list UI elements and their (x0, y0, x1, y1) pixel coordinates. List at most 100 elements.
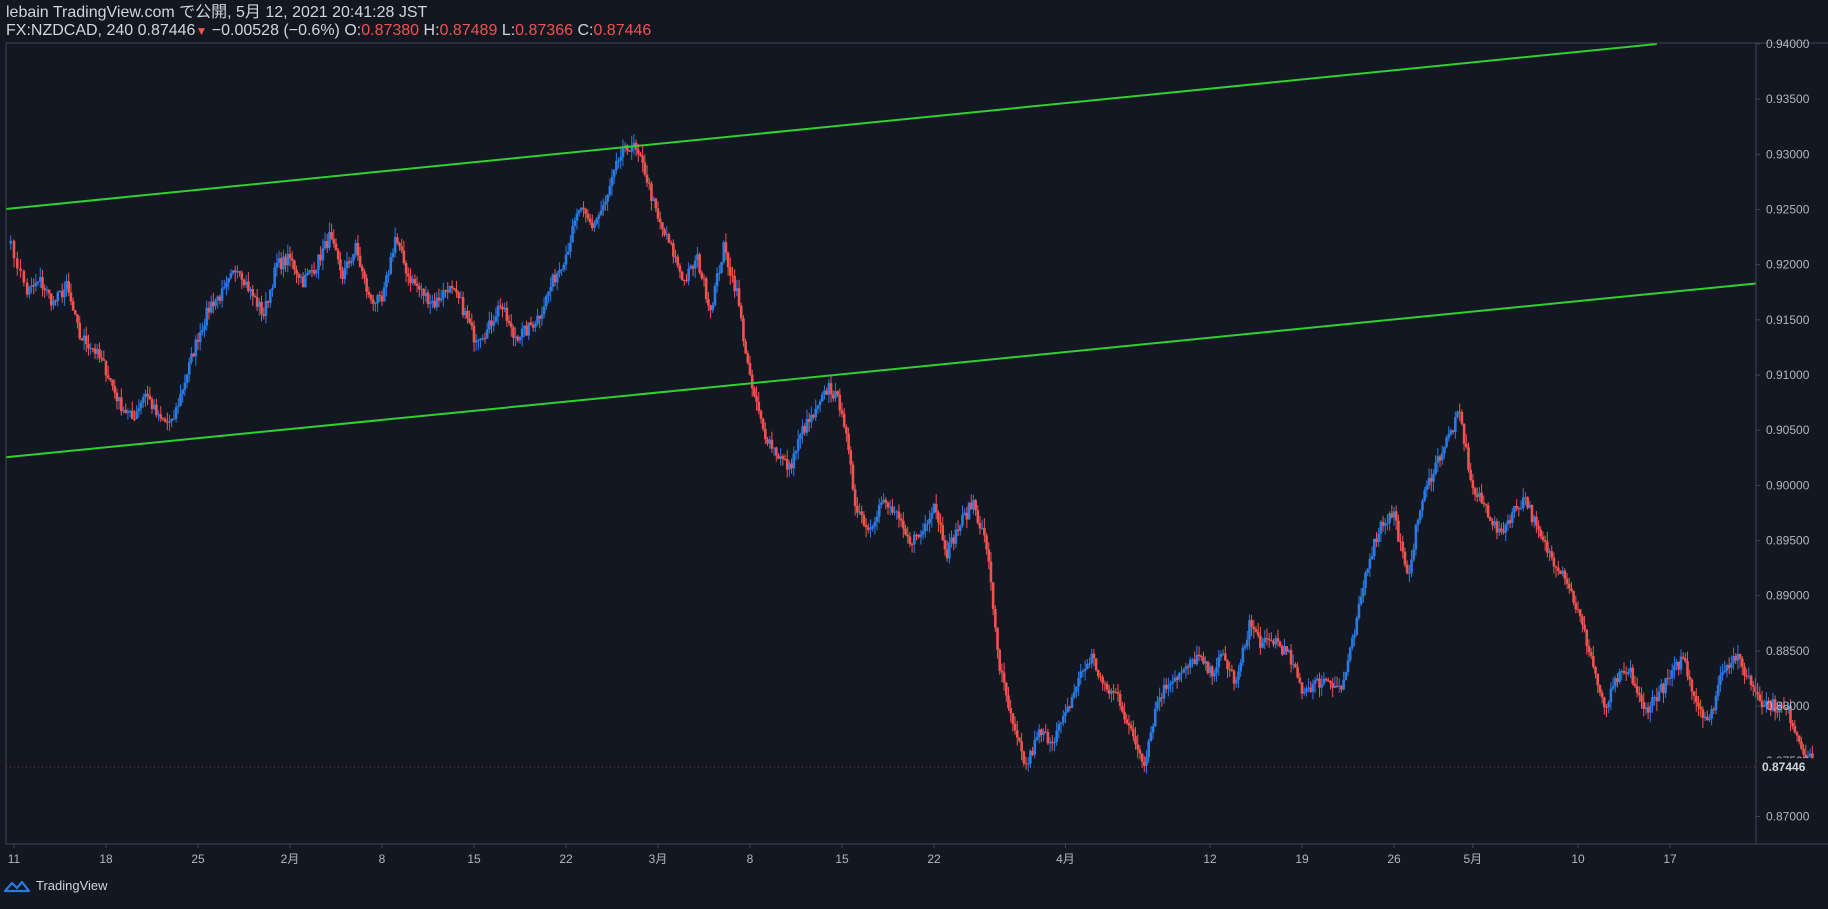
candle-body (492, 321, 496, 326)
candle-body (610, 176, 614, 187)
candle-body (1734, 656, 1738, 661)
candle-body (1581, 616, 1584, 625)
candle-body (1243, 646, 1247, 648)
candle-body (1530, 504, 1534, 523)
candle-body (155, 404, 158, 416)
price-change: −0.00528 (−0.6%) (211, 22, 340, 39)
candle-body (1594, 666, 1597, 674)
candle-body (606, 194, 609, 202)
x-tick-label: 4月 (1056, 852, 1075, 866)
candle-body (921, 531, 925, 535)
candle-body (417, 285, 421, 290)
candle-body (242, 279, 246, 286)
candle-body (1690, 679, 1694, 692)
candle-body (54, 300, 57, 302)
candle-body (170, 418, 174, 422)
candle-body (479, 338, 482, 341)
candle-body (1125, 719, 1129, 723)
candle-body (562, 264, 566, 270)
candle-body (314, 269, 318, 274)
tradingview-logo-icon[interactable] (4, 879, 30, 893)
candle-body (1316, 678, 1319, 681)
candle-body (1673, 665, 1676, 671)
candle-body (505, 307, 509, 321)
candle-body (1732, 656, 1735, 664)
candle-body (950, 537, 953, 543)
candle-body (146, 393, 149, 396)
candle-body (575, 213, 579, 221)
candle-body (700, 272, 704, 279)
candle-body (63, 289, 66, 298)
candle-body (459, 297, 463, 299)
candle-body (1758, 694, 1762, 701)
candle-body (801, 426, 804, 435)
candle-body (516, 336, 520, 341)
candle-body (1484, 504, 1488, 506)
candle-body (332, 238, 336, 244)
current-price-tag: 0.87446 (1757, 758, 1827, 777)
candle-body (192, 353, 195, 357)
candle-body (387, 274, 390, 276)
y-tick-label: 0.90500 (1766, 423, 1810, 437)
candle-body (9, 240, 13, 244)
candle-body (930, 513, 934, 519)
candle-body (19, 268, 22, 271)
tradingview-brand[interactable]: TradingView (36, 878, 108, 893)
candle-body (159, 414, 163, 419)
candle-body (1574, 602, 1578, 610)
candle-body (1086, 663, 1089, 669)
candle-body (667, 234, 671, 243)
candle-body (468, 318, 471, 323)
candle-body (1228, 669, 1232, 671)
candle-body (912, 534, 916, 545)
candle-body (1215, 667, 1218, 673)
candle-body (577, 210, 581, 214)
candle-body (113, 385, 117, 393)
candle-body (580, 207, 583, 211)
candle-body (203, 325, 206, 330)
candle-body (630, 145, 634, 152)
channel-line[interactable] (5, 43, 1657, 210)
candle-body (647, 182, 651, 184)
x-tick-label: 3月 (649, 852, 668, 866)
candle-body (336, 250, 340, 260)
candle-body (1300, 682, 1304, 694)
channel-line[interactable] (5, 282, 1757, 459)
candle-body (1751, 685, 1755, 687)
candle-body (1401, 541, 1405, 552)
candle-body (181, 389, 184, 395)
candle-body (586, 213, 590, 219)
candle-body (1278, 641, 1282, 647)
candle-body (128, 410, 132, 412)
candle-body (1561, 570, 1564, 574)
candle-body (176, 405, 180, 408)
candle-body (240, 272, 244, 280)
candle-body (937, 512, 940, 523)
candle-body (1776, 711, 1779, 713)
plot-area[interactable] (6, 44, 1756, 844)
candle-body (956, 529, 960, 532)
candle-body (612, 170, 616, 177)
candle-body (858, 511, 861, 513)
candle-body (665, 234, 669, 236)
footer: TradingView (4, 878, 108, 893)
candle-body (1546, 541, 1549, 553)
candle-body (137, 408, 141, 412)
candle-body (1486, 505, 1490, 518)
candle-body (474, 340, 478, 343)
candle-body (1502, 530, 1505, 533)
candle-body (628, 150, 631, 152)
candle-body (1221, 653, 1225, 655)
candle-body (1029, 750, 1032, 764)
candle-body (152, 404, 156, 409)
candle-body (514, 336, 517, 338)
candle-body (803, 426, 807, 433)
candle-body (958, 525, 962, 532)
candle-body (279, 258, 283, 270)
candle-body (1239, 662, 1242, 672)
candle-body (1265, 638, 1269, 640)
candle-body (488, 320, 491, 330)
candle-body (201, 329, 204, 333)
candle-body (1114, 692, 1118, 694)
